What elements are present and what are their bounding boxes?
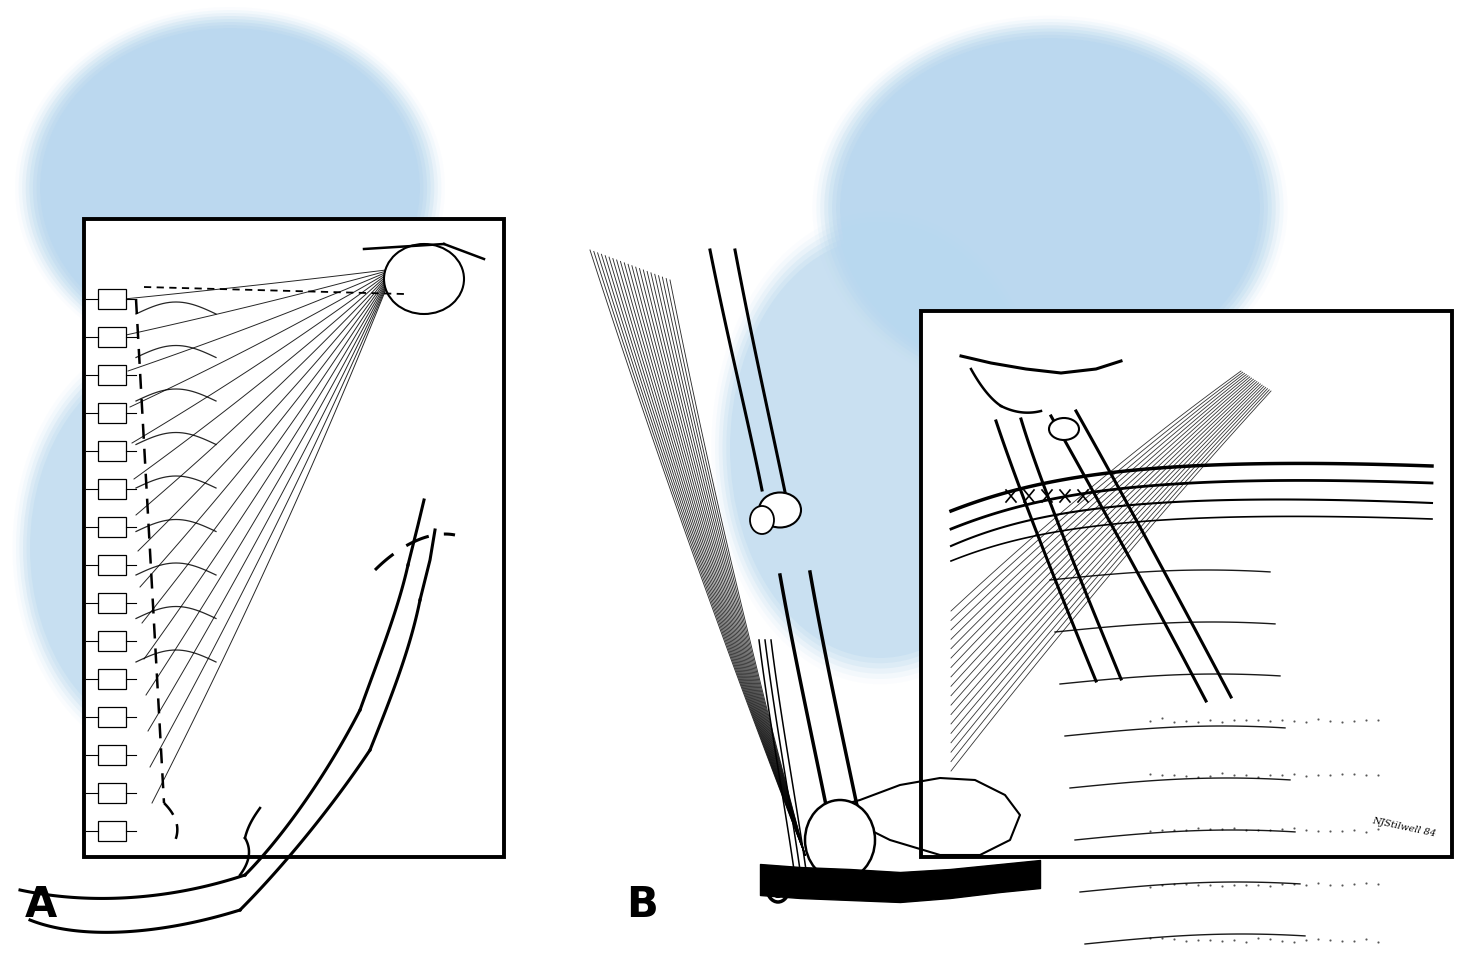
Ellipse shape [836,35,1264,381]
Text: A: A [25,884,58,926]
Ellipse shape [805,800,875,880]
Ellipse shape [15,7,445,369]
Ellipse shape [813,15,1288,401]
Bar [97,669,125,689]
Bar [97,517,125,537]
Ellipse shape [951,466,1288,791]
Bar [97,821,125,841]
Ellipse shape [944,458,1297,799]
Ellipse shape [749,506,774,534]
Ellipse shape [760,493,801,528]
Bar [97,555,125,575]
Ellipse shape [820,22,1280,394]
Ellipse shape [726,232,1034,663]
Ellipse shape [19,344,320,752]
Bar [97,327,125,347]
Ellipse shape [25,16,434,360]
Ellipse shape [384,244,465,314]
Ellipse shape [30,19,431,357]
Text: NJStilwell 84: NJStilwell 84 [1372,817,1437,839]
Bar [97,289,125,309]
Ellipse shape [27,353,314,742]
Ellipse shape [19,10,441,366]
Bar [97,745,125,765]
Ellipse shape [24,348,317,747]
Ellipse shape [40,28,420,348]
Ellipse shape [723,227,1037,669]
Bar [97,441,125,461]
Bar [97,403,125,423]
Ellipse shape [825,25,1276,391]
Ellipse shape [37,25,423,351]
Ellipse shape [12,334,327,762]
Text: B: B [625,884,658,926]
Bar [920,311,1451,857]
Bar [97,479,125,499]
Bar [97,365,125,385]
Bar [84,219,504,857]
Ellipse shape [956,469,1285,787]
Ellipse shape [730,238,1030,658]
Ellipse shape [32,22,428,354]
Bar [97,783,125,803]
Bar [97,593,125,613]
Ellipse shape [711,212,1049,684]
Bar [97,707,125,727]
Ellipse shape [839,38,1260,378]
Ellipse shape [22,13,438,363]
Ellipse shape [940,454,1299,802]
Bar [97,631,125,651]
Ellipse shape [827,28,1271,387]
Ellipse shape [960,473,1280,783]
Ellipse shape [816,18,1283,397]
Ellipse shape [948,462,1292,795]
Ellipse shape [16,339,324,757]
Ellipse shape [832,32,1268,384]
Ellipse shape [715,217,1044,679]
Ellipse shape [718,223,1041,674]
Ellipse shape [30,358,310,738]
Ellipse shape [1049,418,1080,440]
